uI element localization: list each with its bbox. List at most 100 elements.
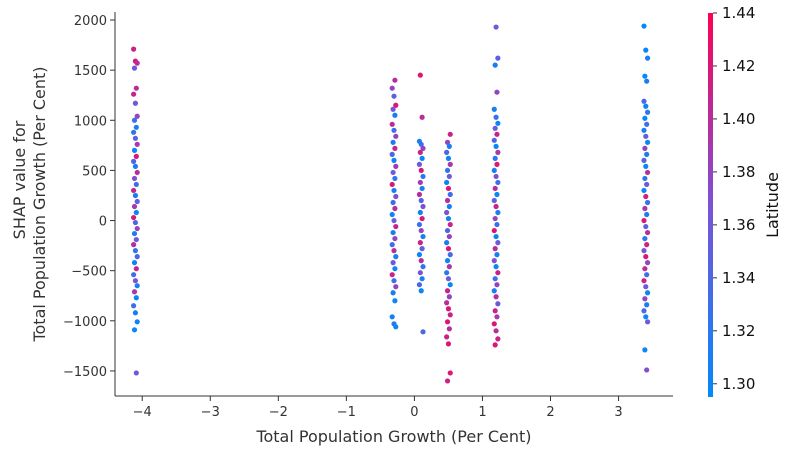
x-tick-label: −2	[269, 405, 288, 420]
y-tick-label: 2000	[74, 14, 107, 29]
data-point	[642, 266, 648, 272]
data-point	[389, 85, 395, 91]
data-point	[420, 329, 426, 335]
data-point	[644, 151, 650, 157]
data-point	[495, 149, 501, 155]
data-point	[445, 276, 452, 282]
data-point	[491, 227, 497, 234]
data-point	[641, 248, 647, 254]
data-point	[391, 278, 397, 284]
data-point	[389, 181, 395, 188]
data-point	[494, 314, 500, 320]
data-point	[389, 242, 395, 248]
data-point	[641, 278, 647, 284]
data-point	[492, 342, 498, 348]
data-point	[644, 181, 650, 188]
colorbar-tick-label: 1.40	[722, 110, 755, 128]
y-tick-label: 1500	[74, 64, 107, 79]
data-point	[132, 163, 139, 169]
data-point	[491, 137, 497, 143]
data-point	[390, 106, 396, 112]
data-point	[643, 163, 649, 169]
data-point	[133, 236, 139, 243]
x-axis-ticks: −4 −3 −2 −1 0 1 2 3	[133, 396, 623, 420]
data-point	[644, 302, 650, 308]
data-point	[644, 139, 651, 145]
data-point	[390, 139, 396, 145]
data-point	[644, 319, 651, 325]
data-point	[417, 149, 423, 155]
data-point	[132, 219, 139, 226]
data-point	[642, 115, 648, 121]
data-point	[133, 209, 139, 216]
data-point	[644, 367, 650, 373]
data-point	[416, 221, 423, 228]
data-point	[444, 179, 450, 186]
data-point	[134, 225, 140, 232]
data-point	[644, 211, 650, 218]
data-point	[420, 173, 426, 180]
data-point	[134, 254, 140, 260]
data-point	[418, 258, 424, 264]
data-point	[644, 229, 651, 236]
y-tick-label: 500	[82, 164, 107, 179]
data-point	[644, 109, 651, 115]
data-point	[416, 191, 423, 198]
data-point	[444, 258, 451, 264]
data-point	[444, 288, 451, 294]
data-point	[641, 217, 647, 224]
data-point	[131, 129, 137, 135]
y-tick-label: 0	[99, 215, 107, 230]
data-point	[134, 198, 140, 205]
data-point	[491, 167, 497, 174]
data-point	[493, 173, 499, 180]
data-point	[444, 270, 450, 276]
data-point	[131, 260, 138, 266]
data-point	[417, 240, 423, 246]
data-point	[417, 179, 423, 186]
data-point	[447, 221, 453, 228]
colorbar-title: Latitude	[763, 172, 782, 238]
data-point	[447, 282, 453, 288]
data-point	[131, 289, 138, 295]
data-point	[642, 175, 648, 182]
data-point	[642, 73, 648, 79]
data-point	[444, 149, 450, 155]
y-axis-title-line-1: SHAP value for	[10, 120, 29, 239]
colorbar-tick-label: 1.30	[722, 375, 755, 393]
data-point	[131, 327, 138, 333]
colorbar-tick-label: 1.32	[722, 322, 755, 340]
data-point	[641, 157, 647, 163]
data-point	[492, 276, 498, 282]
data-point	[641, 308, 647, 314]
data-point	[390, 290, 396, 296]
data-point	[446, 294, 452, 300]
data-point	[444, 334, 450, 340]
data-point	[390, 229, 396, 236]
x-tick-label: 3	[614, 405, 622, 420]
colorbar-tick-label: 1.36	[722, 216, 755, 234]
data-point	[491, 288, 497, 294]
data-point	[493, 114, 499, 120]
data-point	[643, 284, 649, 290]
data-point	[493, 328, 499, 334]
data-point	[419, 185, 425, 192]
data-point	[641, 187, 647, 194]
data-point	[419, 155, 425, 161]
data-point	[132, 248, 139, 254]
data-point	[392, 235, 398, 242]
data-point	[447, 131, 453, 137]
data-point	[392, 112, 398, 118]
data-point	[134, 60, 140, 66]
data-point	[444, 300, 450, 306]
data-point	[643, 47, 649, 53]
data-point	[391, 187, 397, 194]
data-point	[445, 155, 452, 161]
data-point	[641, 127, 647, 133]
data-point	[644, 199, 651, 206]
data-point	[494, 252, 500, 258]
data-point	[641, 23, 647, 29]
data-point	[492, 125, 498, 131]
data-point	[446, 143, 452, 149]
data-point	[392, 175, 398, 182]
